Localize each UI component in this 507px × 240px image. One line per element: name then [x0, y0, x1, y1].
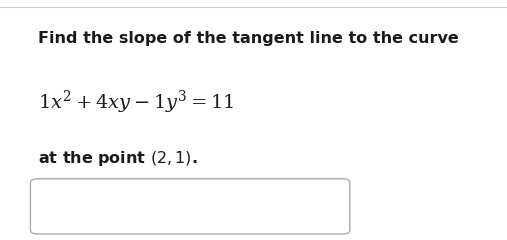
Text: $1x^2 + 4xy - 1y^3 = 11$: $1x^2 + 4xy - 1y^3 = 11$: [38, 89, 235, 116]
Text: Find the slope of the tangent line to the curve: Find the slope of the tangent line to th…: [38, 31, 459, 46]
FancyBboxPatch shape: [30, 179, 350, 234]
Text: at the point $(2, 1)$.: at the point $(2, 1)$.: [38, 149, 198, 168]
